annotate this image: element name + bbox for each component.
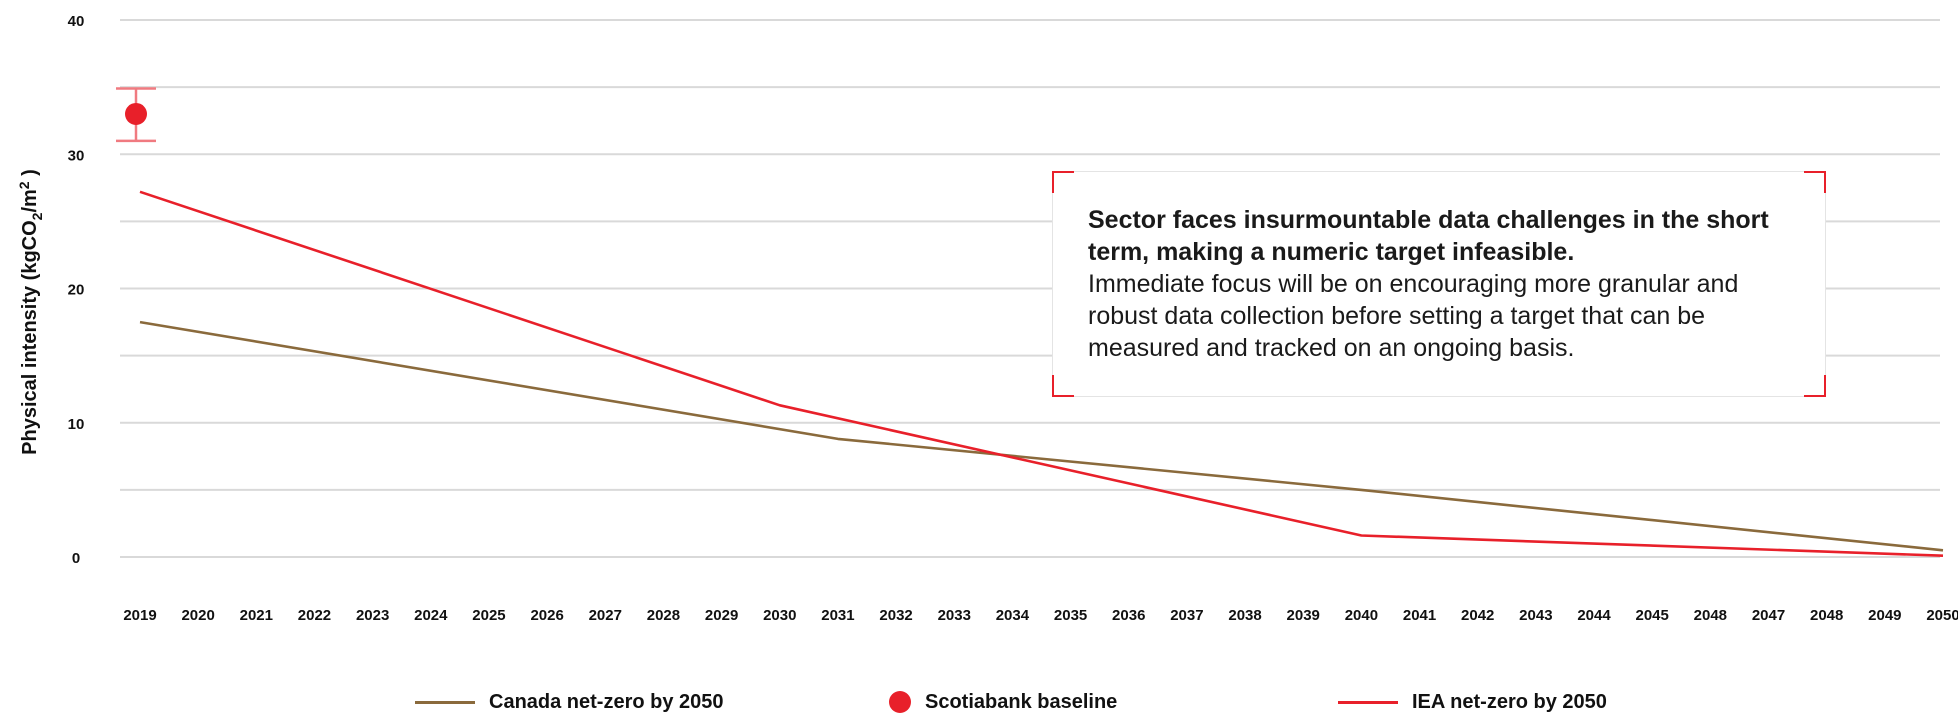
series-line [139,320,1944,552]
x-tick-label: 2020 [181,607,214,624]
x-tick-label: 2045 [1636,607,1669,624]
legend-item-canada: Canada net-zero by 2050 [415,690,724,714]
y-tick-label: 30 [68,147,85,164]
x-tick-label: 2039 [1287,607,1320,624]
x-tick-label: 2027 [589,607,622,624]
y-axis-label: Physical intensity (kgCO2/m2 ) [16,169,45,455]
x-tick-label: 2026 [530,607,563,624]
legend-item-iea: IEA net-zero by 2050 [1338,690,1607,714]
annotation-corner [1804,375,1826,397]
y-axis-ticks: 0 10 20 30 40 [68,13,85,567]
gridlines [120,19,1940,558]
legend-item-scotiabank: Scotiabank baseline [889,690,1117,714]
x-tick-label: 2032 [879,607,912,624]
y-tick-label: 40 [68,13,85,30]
x-tick-label: 2028 [647,607,680,624]
x-tick-label: 2041 [1403,607,1436,624]
annotation-corner [1052,171,1074,193]
x-tick-label: 2043 [1519,607,1552,624]
annotation-body: Immediate focus will be on encouraging m… [1088,270,1739,362]
y-tick-label: 0 [72,550,80,567]
x-tick-label: 2023 [356,607,389,624]
baseline-point [125,102,147,125]
y-tick-label: 20 [68,282,85,299]
x-tick-label: 2047 [1752,607,1785,624]
x-tick-label: 2048 [1810,607,1843,624]
x-tick-label: 2021 [240,607,273,624]
x-tick-label: 2044 [1577,607,1611,624]
legend-dot-icon [889,691,911,713]
legend-label: Canada net-zero by 2050 [489,690,724,713]
x-tick-label: 2033 [938,607,971,624]
x-tick-label: 2042 [1461,607,1494,624]
x-tick-label: 2030 [763,607,796,624]
legend-label: IEA net-zero by 2050 [1412,690,1607,713]
x-tick-label: 2040 [1345,607,1378,624]
x-tick-label: 2036 [1112,607,1145,624]
x-tick-label: 2022 [298,607,331,624]
legend-line-icon [415,700,475,704]
x-tick-label: 2029 [705,607,738,624]
x-tick-label: 2048 [1694,607,1727,624]
baseline-marker [116,87,156,143]
series-line [139,190,1944,557]
x-tick-label: 2034 [996,607,1030,624]
x-axis-ticks: 2019 2020 2021 2022 2023 2024 2025 2026 2027 2028… [123,607,1958,624]
x-tick-label: 2035 [1054,607,1087,624]
x-tick-label: 2024 [414,607,448,624]
annotation-heading: Sector faces insurmountable data challen… [1088,206,1769,266]
x-tick-label: 2019 [123,607,156,624]
annotation-corner [1052,375,1074,397]
x-tick-label: 2038 [1228,607,1261,624]
x-tick-label: 2037 [1170,607,1203,624]
annotation-text: Sector faces insurmountable data challen… [1088,204,1798,364]
annotation-box: Sector faces insurmountable data challen… [1052,171,1826,397]
series-lines [139,190,1944,557]
x-tick-label: 2025 [472,607,505,624]
legend-line-icon [1338,700,1398,704]
x-tick-label: 2049 [1868,607,1901,624]
annotation-corner [1804,171,1826,193]
y-tick-label: 10 [68,416,85,433]
legend-label: Scotiabank baseline [925,690,1118,713]
x-tick-label: 2050 [1926,607,1958,624]
x-tick-label: 2031 [821,607,854,624]
